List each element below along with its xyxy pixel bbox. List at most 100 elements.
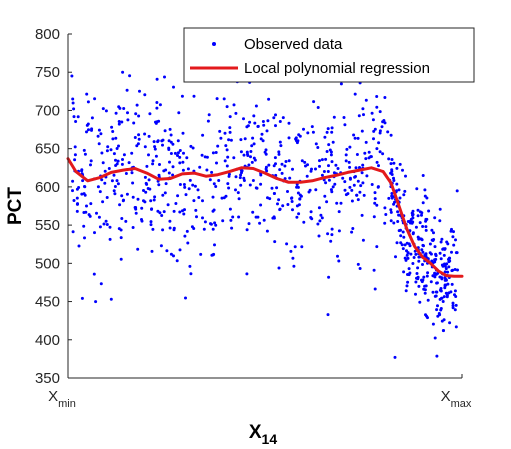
data-point [166, 203, 170, 207]
data-point [389, 208, 393, 212]
data-point [197, 196, 201, 199]
data-point [232, 103, 236, 107]
regression-line-group [66, 157, 464, 278]
data-point [382, 119, 386, 122]
data-point [189, 144, 193, 148]
data-point [420, 213, 423, 217]
data-point [414, 252, 418, 256]
data-point [455, 189, 459, 193]
data-point [375, 105, 379, 109]
data-point [176, 154, 179, 157]
data-point [302, 127, 305, 131]
data-point [405, 249, 408, 253]
legend-box [183, 27, 475, 83]
data-point [441, 300, 445, 303]
data-point [453, 268, 457, 271]
data-point [191, 183, 195, 187]
data-point [164, 168, 168, 172]
data-point [162, 210, 166, 214]
data-point [148, 112, 152, 116]
data-point [273, 156, 277, 160]
data-point [168, 219, 172, 223]
data-point [157, 119, 161, 123]
data-point [337, 259, 341, 263]
data-point [224, 144, 228, 148]
data-point [322, 170, 326, 173]
data-point [156, 209, 160, 213]
data-point [96, 185, 100, 189]
data-point [386, 130, 390, 134]
data-point [176, 194, 180, 198]
data-point [252, 142, 256, 146]
data-point [447, 265, 451, 269]
data-point [433, 216, 437, 220]
data-point [96, 134, 100, 138]
data-point [406, 280, 410, 284]
data-point [378, 150, 382, 154]
data-point [274, 124, 277, 128]
data-point [189, 272, 193, 276]
data-point [163, 191, 167, 195]
data-point [266, 119, 270, 123]
data-point [152, 140, 156, 144]
data-point [101, 200, 105, 204]
data-point [117, 122, 121, 126]
data-point [360, 171, 364, 175]
data-point [137, 137, 141, 141]
data-point [425, 274, 429, 278]
data-point [167, 139, 171, 143]
x-axis-label-main: X [249, 422, 262, 443]
data-point [134, 211, 138, 215]
data-point [134, 207, 138, 211]
data-point [272, 116, 276, 120]
data-point [120, 194, 124, 198]
y-tick-label: 700 [35, 102, 60, 119]
legend-marker-dot [212, 42, 216, 46]
data-point [85, 130, 88, 134]
data-point [439, 307, 443, 310]
data-point [82, 148, 86, 152]
data-point [136, 142, 140, 146]
data-point [392, 176, 395, 180]
data-point [294, 139, 298, 143]
data-point [423, 291, 427, 295]
data-point [80, 168, 84, 172]
data-point [375, 203, 379, 207]
data-point [131, 195, 135, 199]
data-point [422, 287, 426, 291]
data-point [329, 239, 333, 243]
data-point [330, 130, 334, 134]
data-point [387, 196, 391, 200]
data-point [418, 221, 422, 225]
data-point [416, 214, 420, 218]
data-point [86, 100, 90, 104]
data-point [230, 226, 234, 230]
data-point [325, 130, 329, 134]
data-point [72, 107, 76, 111]
data-point [172, 254, 175, 258]
data-point [158, 163, 161, 166]
data-point [149, 220, 153, 224]
data-point [426, 316, 429, 320]
data-point [330, 233, 334, 237]
data-point [336, 167, 340, 170]
data-point [390, 192, 394, 195]
data-point [421, 225, 425, 228]
data-point [270, 186, 274, 190]
data-point [103, 181, 107, 185]
data-point [434, 290, 438, 294]
data-point [328, 148, 332, 152]
data-point [178, 183, 182, 186]
data-point [192, 94, 196, 98]
data-point [214, 151, 218, 154]
data-point [137, 133, 141, 137]
data-point [71, 230, 75, 234]
data-point [104, 109, 108, 113]
data-point [229, 218, 233, 222]
data-point [143, 93, 147, 97]
data-point [97, 128, 101, 132]
data-point [250, 160, 254, 164]
data-point [178, 248, 182, 252]
data-point [306, 163, 309, 167]
